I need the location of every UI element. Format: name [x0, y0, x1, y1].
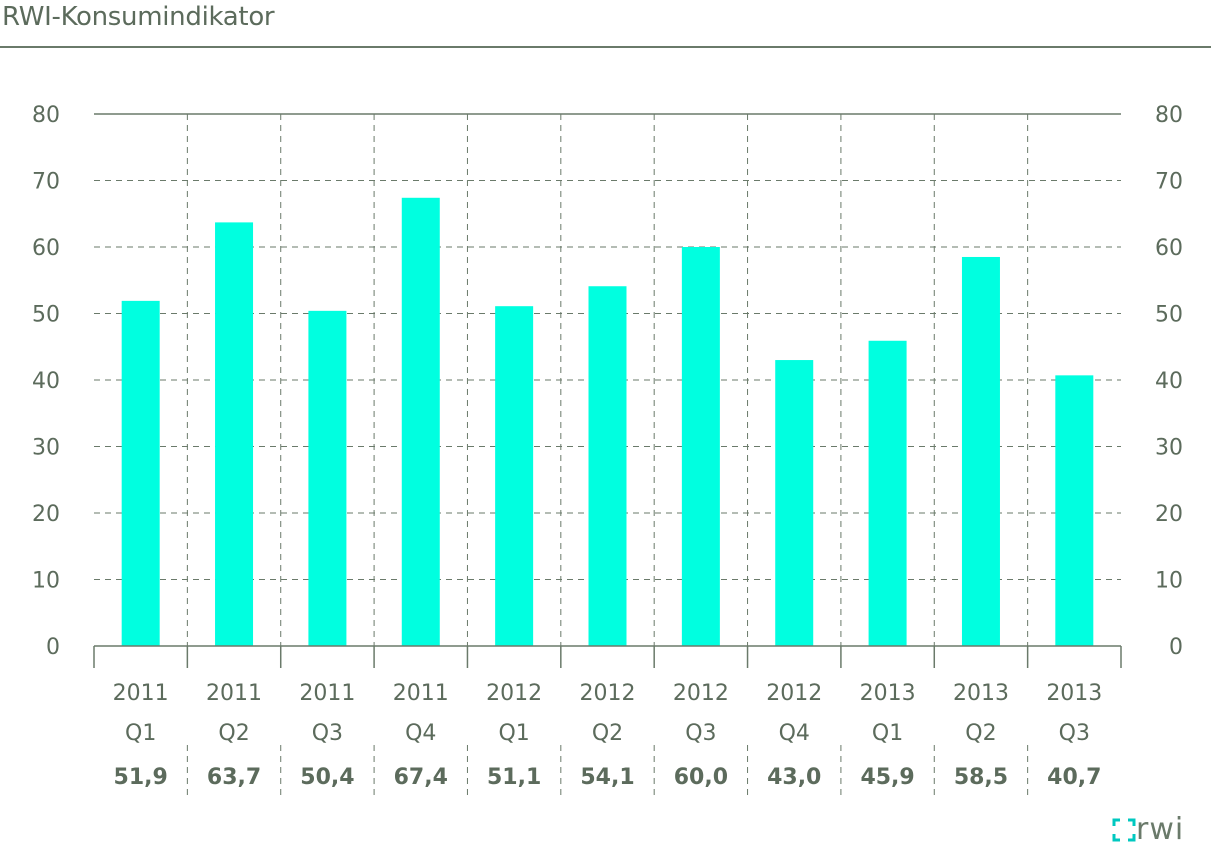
x-tick-quarter: Q1	[125, 721, 156, 746]
y-tick-label-right: 30	[1155, 436, 1183, 461]
bar	[308, 310, 347, 646]
x-tick-quarter: Q2	[218, 721, 249, 746]
bar	[588, 286, 627, 646]
bar	[215, 222, 254, 646]
chart-title: RWI-Konsumindikator	[2, 2, 275, 32]
labels-layer: 0 0 10 10 20 20 30 30 40 40 50 50 60 60 70 70 80 80 2011 Q1…	[32, 103, 1183, 790]
data-value-label: 50,4	[300, 765, 354, 790]
y-tick-label-left: 80	[32, 103, 60, 128]
rwi-logo-icon	[1112, 818, 1136, 842]
x-tick-year: 2011	[113, 681, 169, 706]
y-tick-label-left: 20	[32, 502, 60, 527]
bar	[495, 306, 534, 646]
x-tick-year: 2011	[206, 681, 262, 706]
y-tick-label-left: 70	[32, 170, 60, 195]
x-tick-quarter: Q4	[405, 721, 436, 746]
x-tick-year: 2013	[1046, 681, 1102, 706]
y-tick-label-left: 60	[32, 236, 60, 261]
y-tick-label-left: 0	[46, 635, 60, 660]
x-tick-quarter: Q2	[965, 721, 996, 746]
x-tick-year: 2011	[299, 681, 355, 706]
x-tick-year: 2012	[673, 681, 729, 706]
axis-layer	[93, 645, 1122, 668]
bars-layer	[121, 197, 1094, 647]
x-tick-quarter: Q3	[312, 721, 343, 746]
y-tick-label-left: 10	[32, 569, 60, 594]
y-tick-label-right: 20	[1155, 502, 1183, 527]
data-value-label: 43,0	[767, 765, 821, 790]
x-tick-year: 2012	[486, 681, 542, 706]
x-tick-quarter: Q1	[872, 721, 903, 746]
x-tick-quarter: Q1	[498, 721, 529, 746]
data-value-label: 51,9	[114, 765, 168, 790]
data-value-label: 58,5	[954, 765, 1008, 790]
y-tick-label-right: 60	[1155, 236, 1183, 261]
x-tick-year: 2013	[953, 681, 1009, 706]
y-tick-label-right: 40	[1155, 369, 1183, 394]
bar	[961, 256, 1000, 646]
x-tick-year: 2013	[860, 681, 916, 706]
y-tick-label-right: 10	[1155, 569, 1183, 594]
x-tick-quarter: Q4	[779, 721, 810, 746]
x-tick-year: 2012	[766, 681, 822, 706]
data-value-label: 40,7	[1047, 765, 1101, 790]
data-value-label: 67,4	[394, 765, 448, 790]
x-tick-year: 2012	[580, 681, 636, 706]
bar	[401, 197, 440, 647]
y-tick-label-left: 30	[32, 436, 60, 461]
y-tick-label-right: 50	[1155, 303, 1183, 328]
y-tick-label-right: 0	[1169, 635, 1183, 660]
y-tick-label-right: 80	[1155, 103, 1183, 128]
grid-layer	[94, 113, 1121, 800]
y-tick-label-left: 50	[32, 303, 60, 328]
x-tick-quarter: Q3	[685, 721, 716, 746]
rwi-logo-text: rwi	[1136, 812, 1185, 847]
bar	[1055, 375, 1094, 646]
data-value-label: 63,7	[207, 765, 261, 790]
y-tick-label-right: 70	[1155, 170, 1183, 195]
data-value-label: 45,9	[860, 765, 914, 790]
data-value-label: 54,1	[580, 765, 634, 790]
x-tick-year: 2011	[393, 681, 449, 706]
x-tick-quarter: Q3	[1059, 721, 1090, 746]
data-value-label: 51,1	[487, 765, 541, 790]
data-value-label: 60,0	[674, 765, 728, 790]
title-divider	[0, 46, 1211, 48]
bar	[121, 300, 160, 646]
bar	[775, 360, 814, 646]
bar	[868, 340, 907, 646]
y-tick-label-left: 40	[32, 369, 60, 394]
bar	[681, 247, 720, 646]
x-tick-quarter: Q2	[592, 721, 623, 746]
